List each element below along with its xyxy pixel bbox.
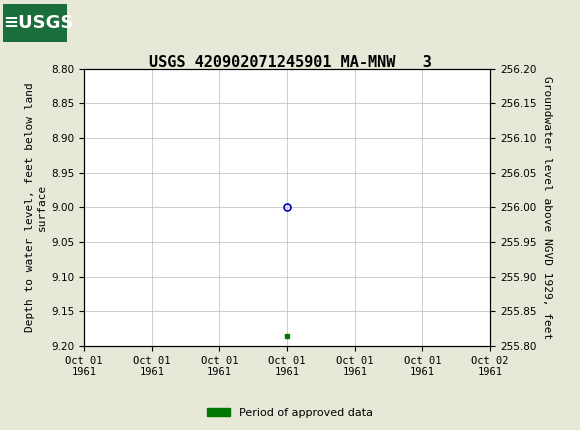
Legend: Period of approved data: Period of approved data [203, 403, 377, 422]
Text: USGS 420902071245901 MA-MNW   3: USGS 420902071245901 MA-MNW 3 [148, 55, 432, 70]
Text: ≡USGS: ≡USGS [3, 14, 74, 31]
Y-axis label: Depth to water level, feet below land
surface: Depth to water level, feet below land su… [26, 83, 47, 332]
FancyBboxPatch shape [3, 3, 67, 42]
Y-axis label: Groundwater level above NGVD 1929, feet: Groundwater level above NGVD 1929, feet [542, 76, 552, 339]
